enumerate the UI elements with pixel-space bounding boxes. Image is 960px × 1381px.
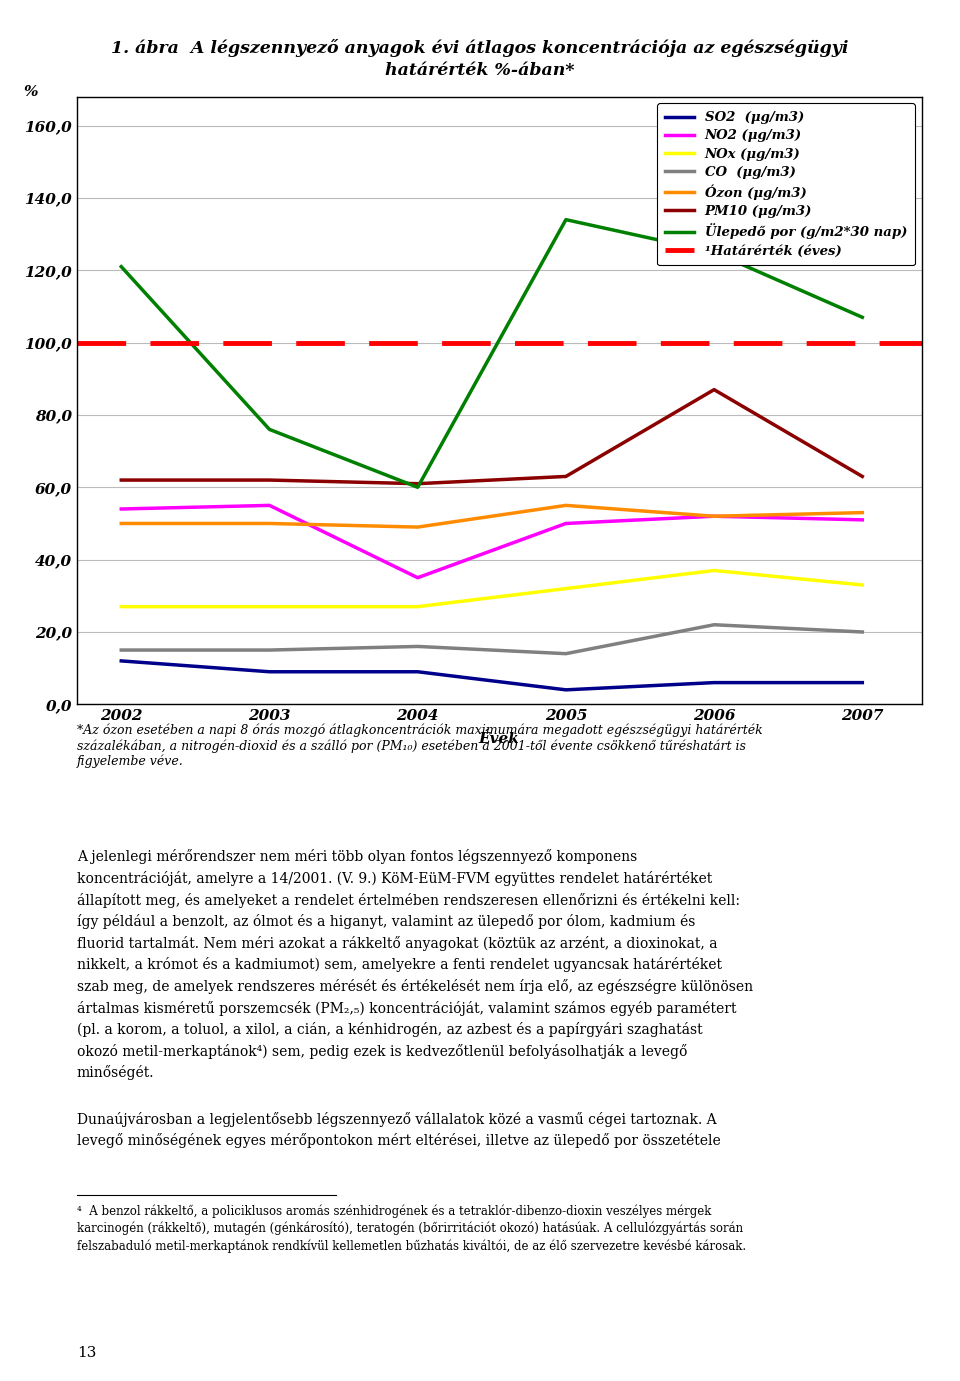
Text: határérték %-ában*: határérték %-ában*	[385, 62, 575, 79]
Text: *Az ózon esetében a napi 8 órás mozgó átlagkoncentrációk maximumára megadott egé: *Az ózon esetében a napi 8 órás mozgó át…	[77, 724, 762, 768]
Text: ⁴  A benzol rákkeltő, a policiklusos aromás szénhidrogének és a tetraklór-dibenz: ⁴ A benzol rákkeltő, a policiklusos arom…	[77, 1204, 746, 1253]
Text: 1. ábra  A légszennyező anyagok évi átlagos koncentrációja az egészségügyi: 1. ábra A légszennyező anyagok évi átlag…	[111, 39, 849, 57]
Text: 13: 13	[77, 1346, 96, 1360]
Y-axis label: %: %	[23, 84, 37, 98]
Text: Dunaújvárosban a legjelentősebb légszennyező vállalatok közé a vasmű cégei tarto: Dunaújvárosban a legjelentősebb légszenn…	[77, 1112, 721, 1149]
Text: A jelenlegi mérőrendszer nem méri több olyan fontos légszennyező komponens
konce: A jelenlegi mérőrendszer nem méri több o…	[77, 849, 753, 1080]
X-axis label: Évek: Évek	[479, 732, 519, 746]
Legend: SO2  (μg/m3), NO2 (μg/m3), NOx (μg/m3), CO  (μg/m3), Ózon (μg/m3), PM10 (μg/m3),: SO2 (μg/m3), NO2 (μg/m3), NOx (μg/m3), C…	[658, 104, 915, 265]
